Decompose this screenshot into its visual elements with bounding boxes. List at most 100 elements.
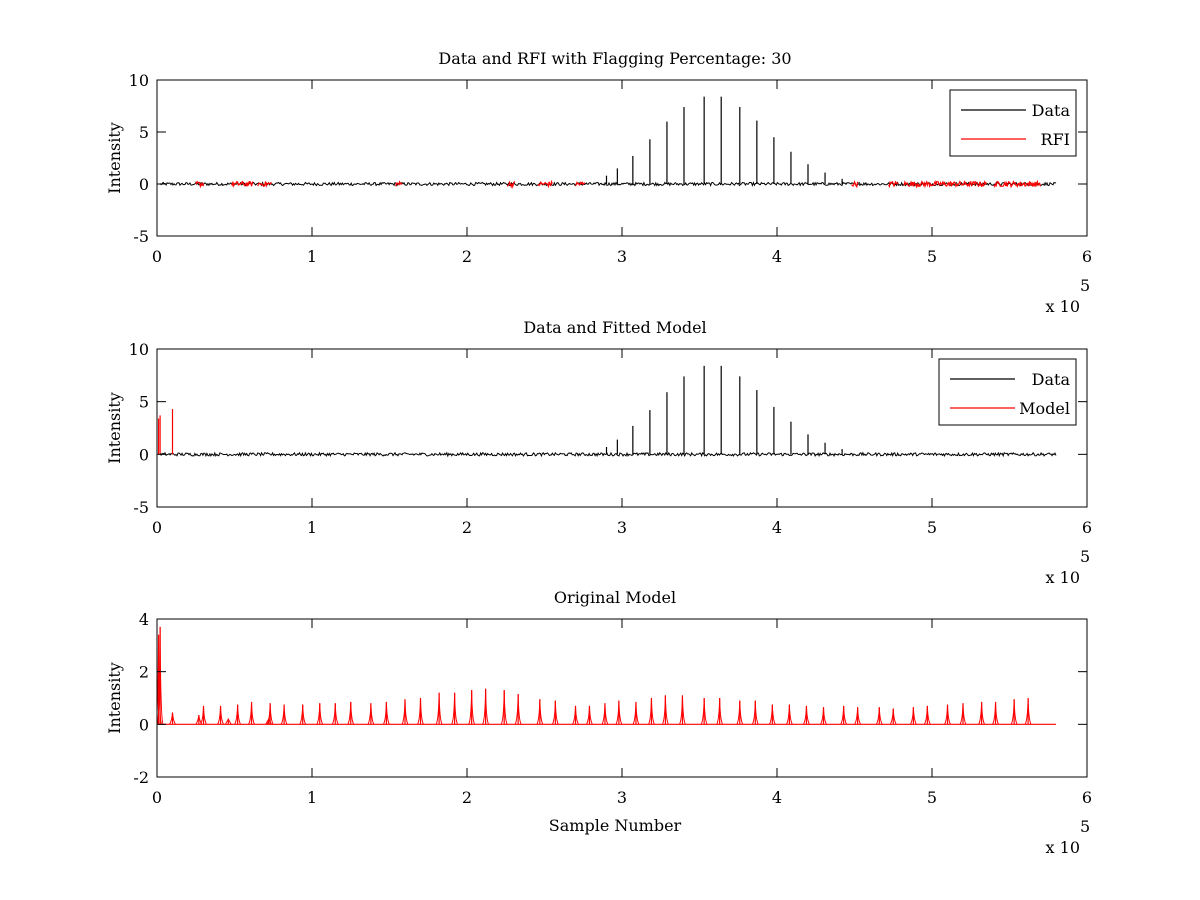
- peak-shape: [217, 705, 224, 725]
- legend-label: Data: [1032, 101, 1071, 120]
- x-tick-label: 5: [927, 247, 937, 266]
- x-tick-label: 0: [152, 788, 162, 807]
- y-tick-label: -2: [133, 768, 149, 787]
- x-multiplier-exponent: 5: [1080, 547, 1090, 566]
- peak-shape: [700, 697, 708, 725]
- peak-shape: [435, 692, 443, 725]
- peak-shape: [468, 690, 476, 725]
- x-tick-label: 2: [462, 247, 472, 266]
- plot-area: [157, 619, 1087, 777]
- peak-shape: [840, 705, 848, 725]
- chart-title: Data and Fitted Model: [523, 318, 706, 337]
- rfi-segment: [575, 181, 586, 186]
- peak-shape: [169, 712, 176, 725]
- peak-shape: [401, 699, 409, 725]
- y-tick-label: -5: [133, 498, 149, 517]
- rfi-segment: [537, 179, 553, 189]
- x-multiplier-exponent: 5: [1080, 817, 1090, 836]
- peak-shape: [331, 703, 339, 725]
- x-tick-label: 2: [462, 518, 472, 537]
- peak-shape: [854, 707, 862, 725]
- peak-shape: [451, 692, 459, 725]
- peak-shape: [678, 695, 686, 725]
- x-tick-label: 5: [927, 518, 937, 537]
- x-tick-label: 3: [617, 518, 627, 537]
- peak-shape: [586, 705, 593, 725]
- x-tick-label: 1: [307, 788, 317, 807]
- x-tick-label: 0: [152, 518, 162, 537]
- peak-shape: [195, 715, 203, 725]
- x-tick-label: 1: [307, 518, 317, 537]
- peak-shape: [514, 694, 522, 725]
- peak-shape: [280, 704, 288, 725]
- peak-shape: [316, 703, 324, 725]
- x-tick-label: 4: [772, 788, 782, 807]
- plot-area: [157, 349, 1087, 507]
- y-axis-label: Intensity: [105, 122, 124, 194]
- legend: Data Model: [938, 358, 1077, 426]
- x-tick-label: 3: [617, 788, 627, 807]
- rfi-segment: [888, 180, 899, 189]
- peak-shape: [716, 697, 724, 725]
- peak-shape: [551, 700, 559, 725]
- rfi-segment: [851, 180, 859, 189]
- y-tick-label: 5: [139, 123, 149, 142]
- rfi-segment: [903, 179, 987, 189]
- peak-shape: [889, 708, 897, 725]
- peak-shape: [200, 705, 207, 725]
- peak-shape: [661, 695, 669, 725]
- peak-shape: [157, 626, 164, 725]
- legend-box: [949, 89, 1077, 157]
- series-data: [605, 96, 860, 184]
- x-tick-label: 3: [617, 247, 627, 266]
- peak-shape: [803, 705, 810, 725]
- x-multiplier: x 10: [1046, 838, 1080, 857]
- peak-shape: [1010, 699, 1018, 725]
- x-tick-label: 1: [307, 247, 317, 266]
- peak-shape: [248, 701, 255, 725]
- peak-shape: [978, 701, 986, 725]
- x-tick-label: 6: [1082, 788, 1092, 807]
- series-layer: [157, 365, 1057, 458]
- x-tick-label: 0: [152, 247, 162, 266]
- peak-shape: [367, 703, 375, 725]
- series-model-spikes: [157, 626, 1056, 725]
- peak-shape: [959, 703, 967, 725]
- peak-shape: [875, 707, 883, 725]
- x-tick-label: 6: [1082, 518, 1092, 537]
- peak-shape: [923, 705, 931, 725]
- chart-title: Original Model: [554, 588, 676, 607]
- peak-shape: [615, 700, 623, 725]
- y-axis-label: Intensity: [105, 392, 124, 464]
- y-tick-label: 10: [129, 340, 149, 359]
- peak-shape: [632, 701, 640, 725]
- peak-shape: [266, 703, 274, 725]
- x-multiplier: x 10: [1046, 568, 1080, 587]
- peak-shape: [736, 700, 744, 725]
- peak-shape: [482, 688, 490, 725]
- x-tick-label: 2: [462, 788, 472, 807]
- series-model: [157, 409, 174, 455]
- peak-shape: [500, 690, 508, 725]
- peak-shape: [785, 704, 793, 725]
- x-tick-label: 4: [772, 247, 782, 266]
- y-tick-label: 4: [139, 610, 149, 629]
- peak-shape: [572, 705, 579, 725]
- legend-label: RFI: [1041, 130, 1070, 149]
- rfi-segment: [230, 180, 254, 189]
- y-tick-label: 2: [139, 663, 149, 682]
- peak-shape: [992, 701, 999, 725]
- y-tick-label: 5: [139, 393, 149, 412]
- legend-box: [938, 358, 1077, 426]
- peak-shape: [417, 697, 424, 725]
- legend: Data RFI: [949, 89, 1077, 157]
- y-tick-label: 10: [129, 71, 149, 90]
- x-tick-label: 5: [927, 788, 937, 807]
- peak-shape: [820, 707, 827, 725]
- plot-area: [157, 80, 1087, 236]
- legend-label: Data: [1032, 370, 1071, 389]
- y-tick-label: 0: [139, 715, 149, 734]
